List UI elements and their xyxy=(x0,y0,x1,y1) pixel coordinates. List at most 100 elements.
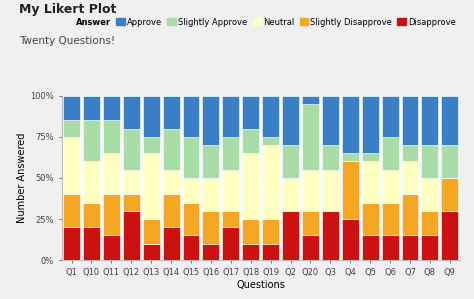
Bar xyxy=(401,96,419,145)
Bar xyxy=(63,194,80,227)
Bar xyxy=(342,153,359,161)
Bar xyxy=(302,104,319,170)
Bar xyxy=(302,211,319,236)
Bar xyxy=(63,137,80,194)
Bar xyxy=(83,96,100,120)
Bar xyxy=(421,145,438,178)
Legend: Answer, Approve, Slightly Approve, Neutral, Slightly Disapprove, Disapprove: Answer, Approve, Slightly Approve, Neutr… xyxy=(62,14,459,30)
Text: Twenty Questions!: Twenty Questions! xyxy=(19,36,115,46)
Bar xyxy=(342,96,359,153)
Bar xyxy=(362,161,379,203)
Bar xyxy=(242,219,259,244)
Bar xyxy=(123,211,140,260)
Bar xyxy=(222,96,239,137)
Bar xyxy=(103,236,120,260)
Bar xyxy=(242,96,259,129)
Bar xyxy=(103,96,120,120)
Bar xyxy=(163,96,180,129)
Bar xyxy=(282,145,299,178)
Bar xyxy=(322,96,339,145)
Bar xyxy=(63,227,80,260)
Bar xyxy=(382,236,399,260)
Bar xyxy=(421,211,438,236)
Bar xyxy=(262,96,279,137)
Bar xyxy=(441,145,458,178)
Bar xyxy=(143,244,160,260)
Bar xyxy=(322,211,339,260)
Bar xyxy=(202,145,219,178)
Bar xyxy=(163,227,180,260)
Bar xyxy=(83,161,100,203)
Bar xyxy=(83,227,100,260)
Bar xyxy=(262,137,279,145)
Bar xyxy=(163,170,180,194)
Bar xyxy=(182,137,200,178)
Bar xyxy=(242,153,259,219)
X-axis label: Questions: Questions xyxy=(236,280,285,289)
Bar xyxy=(202,211,219,244)
Bar xyxy=(222,227,239,260)
Bar xyxy=(83,120,100,161)
Bar xyxy=(302,96,319,104)
Bar xyxy=(143,219,160,244)
Bar xyxy=(401,161,419,194)
Bar xyxy=(441,96,458,145)
Bar xyxy=(123,194,140,211)
Bar xyxy=(123,170,140,194)
Bar xyxy=(222,211,239,227)
Bar xyxy=(282,96,299,145)
Bar xyxy=(123,129,140,170)
Bar xyxy=(163,129,180,170)
Bar xyxy=(242,244,259,260)
Bar xyxy=(202,96,219,145)
Bar xyxy=(222,137,239,170)
Bar xyxy=(302,170,319,211)
Bar xyxy=(401,145,419,161)
Bar xyxy=(202,178,219,211)
Bar xyxy=(182,203,200,236)
Bar xyxy=(282,178,299,211)
Bar xyxy=(103,194,120,236)
Bar xyxy=(202,244,219,260)
Bar xyxy=(123,96,140,129)
Bar xyxy=(382,96,399,137)
Bar xyxy=(382,203,399,236)
Bar xyxy=(103,120,120,153)
Bar xyxy=(401,194,419,236)
Bar xyxy=(421,178,438,211)
Bar xyxy=(83,203,100,227)
Y-axis label: Number Answered: Number Answered xyxy=(18,133,27,223)
Bar xyxy=(103,153,120,194)
Bar xyxy=(182,178,200,203)
Bar xyxy=(382,170,399,203)
Bar xyxy=(163,194,180,227)
Bar xyxy=(242,129,259,153)
Bar xyxy=(362,203,379,236)
Bar xyxy=(401,236,419,260)
Bar xyxy=(143,137,160,153)
Bar xyxy=(382,137,399,170)
Bar xyxy=(421,96,438,145)
Bar xyxy=(182,96,200,137)
Bar xyxy=(441,178,458,211)
Bar xyxy=(342,161,359,219)
Bar xyxy=(63,120,80,137)
Bar xyxy=(143,96,160,137)
Bar xyxy=(222,170,239,211)
Bar xyxy=(262,244,279,260)
Bar xyxy=(322,170,339,211)
Bar xyxy=(362,236,379,260)
Bar xyxy=(362,96,379,153)
Bar xyxy=(262,145,279,219)
Bar xyxy=(441,211,458,260)
Bar xyxy=(63,96,80,120)
Bar xyxy=(421,236,438,260)
Bar xyxy=(182,236,200,260)
Text: My Likert Plot: My Likert Plot xyxy=(19,3,116,16)
Bar xyxy=(282,211,299,260)
Bar xyxy=(143,153,160,219)
Bar xyxy=(362,153,379,161)
Bar xyxy=(322,145,339,170)
Bar xyxy=(342,219,359,260)
Bar xyxy=(302,236,319,260)
